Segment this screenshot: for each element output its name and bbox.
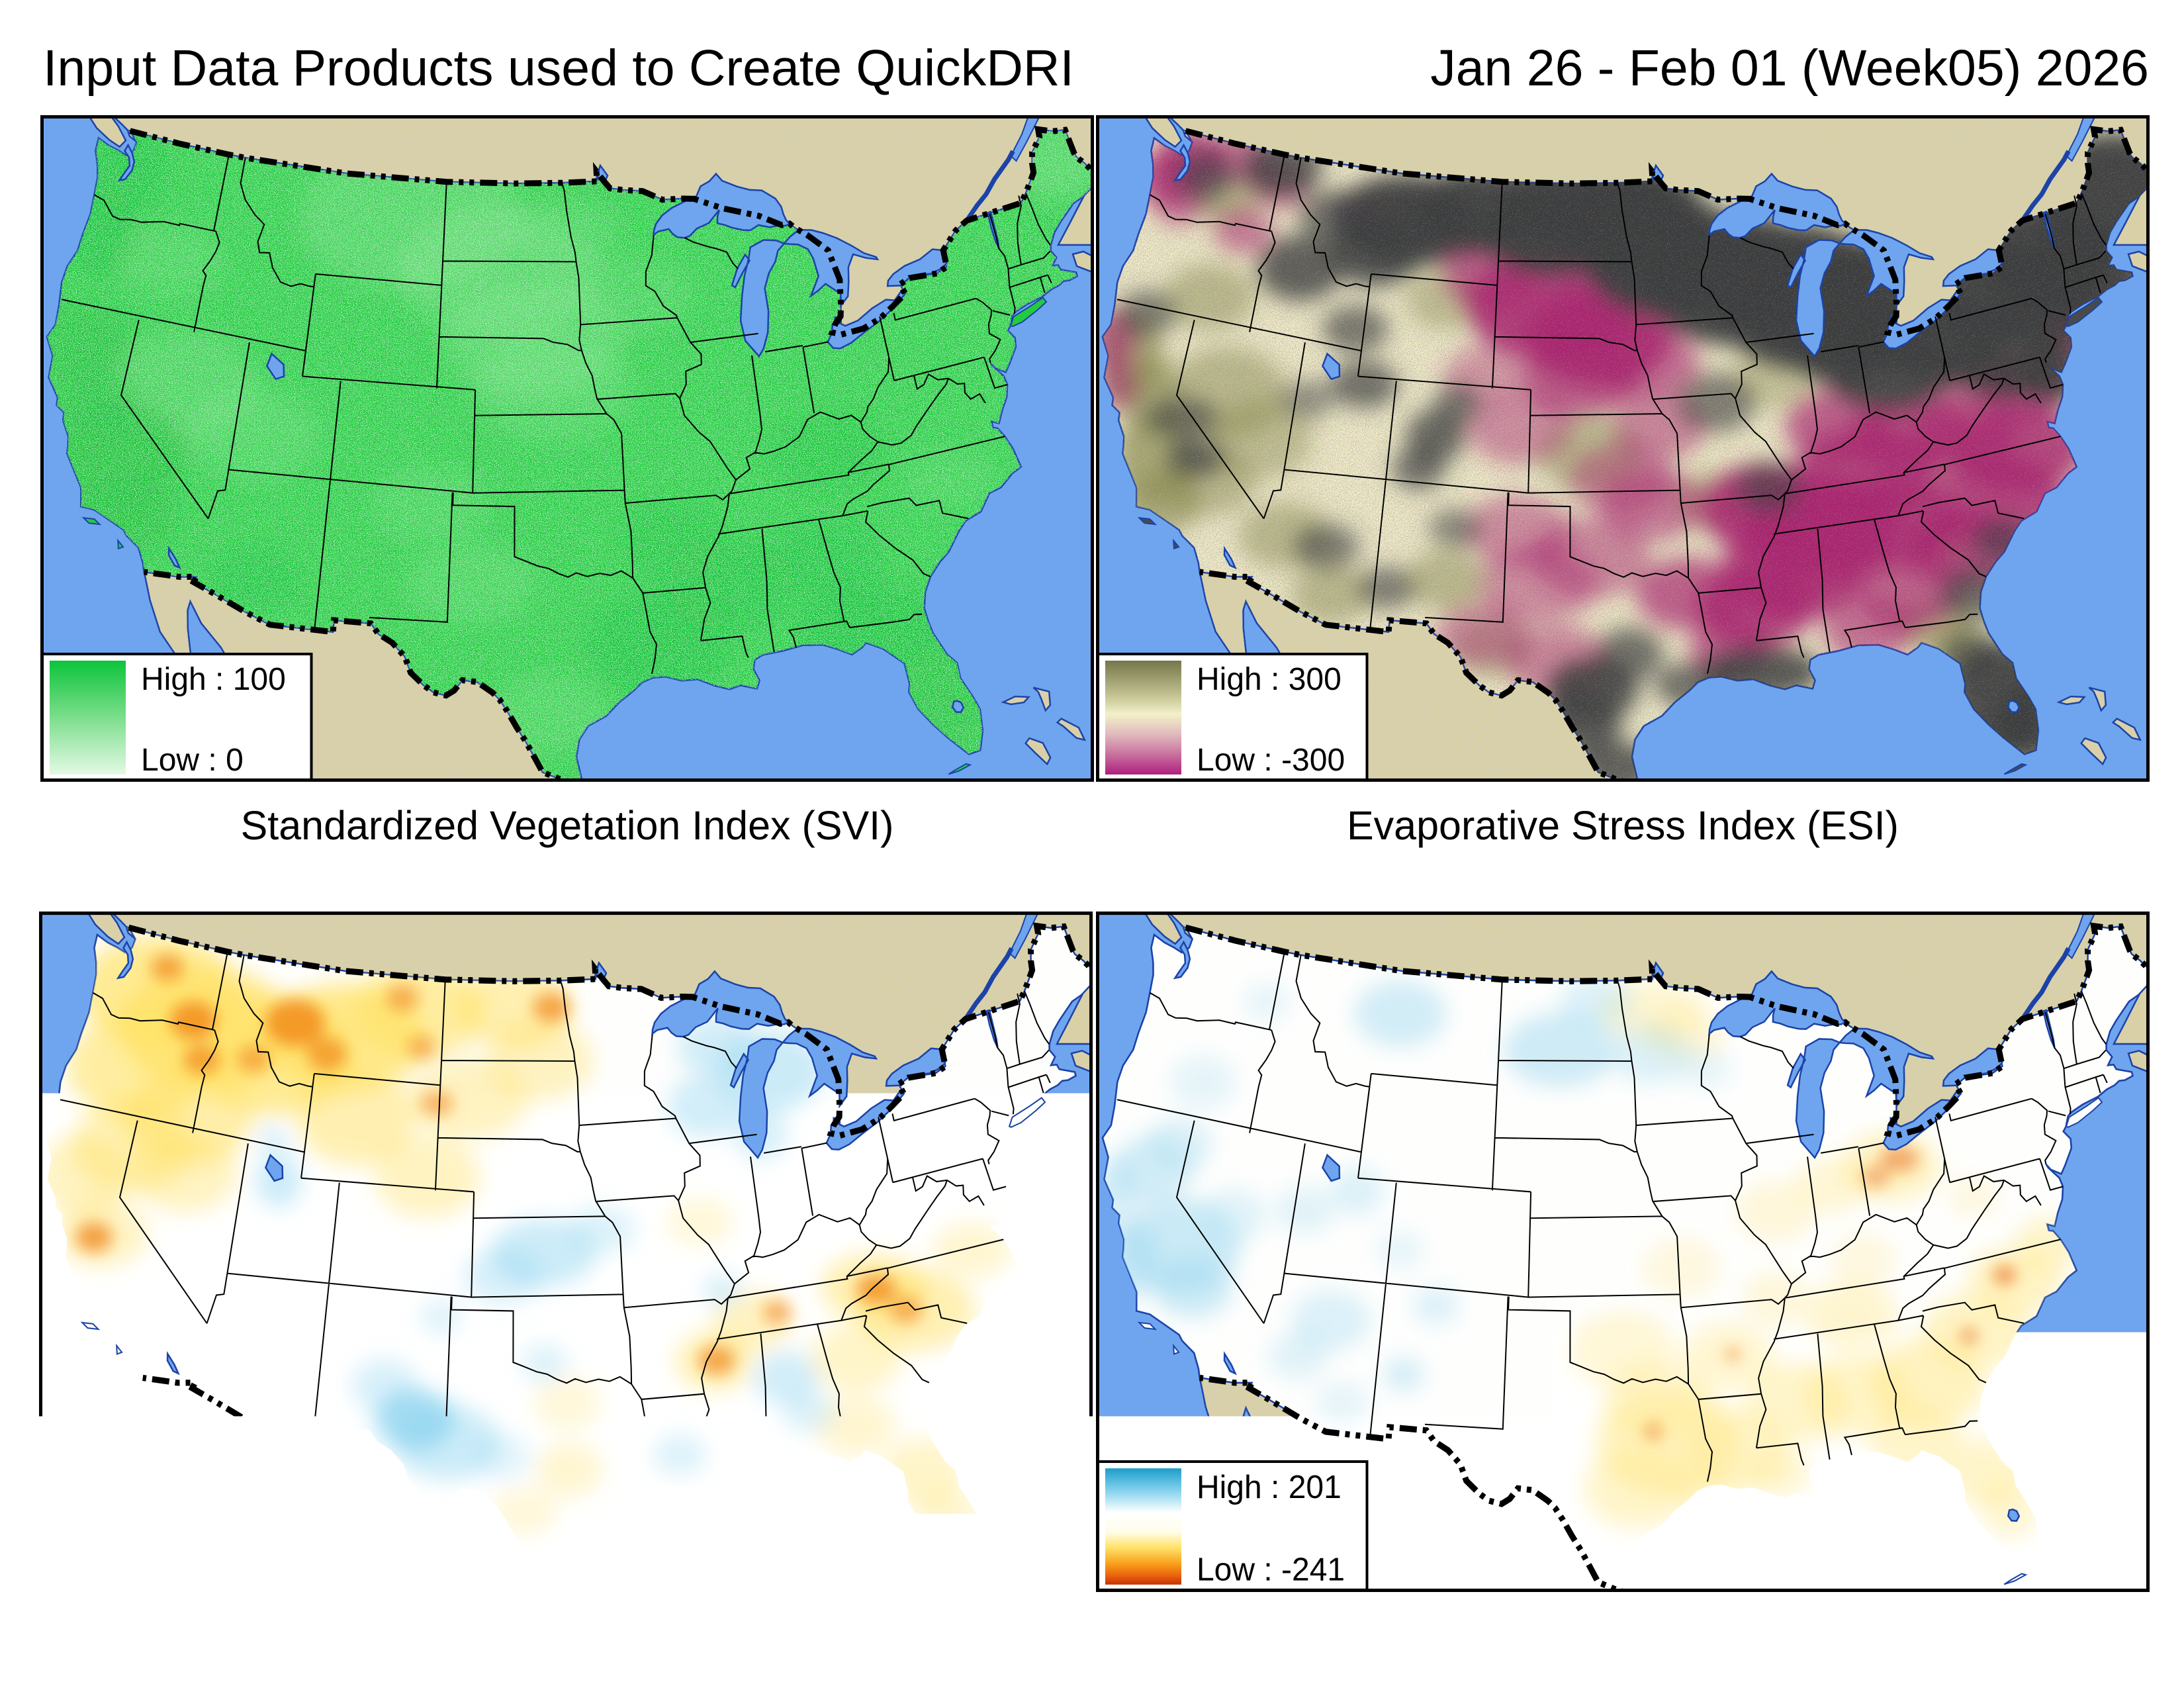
svg-text:Low : -300: Low : -300	[1197, 743, 1345, 778]
svg-text:High : 300: High : 300	[1197, 662, 1342, 697]
svg-text:High : 201: High : 201	[1197, 1470, 1342, 1506]
svg-text:Low : -380: Low : -380	[140, 1552, 288, 1588]
svg-text:Low : -241: Low : -241	[1197, 1552, 1345, 1588]
svg-text:Low : 0: Low : 0	[141, 743, 244, 778]
svg-text:High : 100: High : 100	[141, 662, 286, 697]
svg-text:High : 328: High : 328	[140, 1470, 285, 1506]
